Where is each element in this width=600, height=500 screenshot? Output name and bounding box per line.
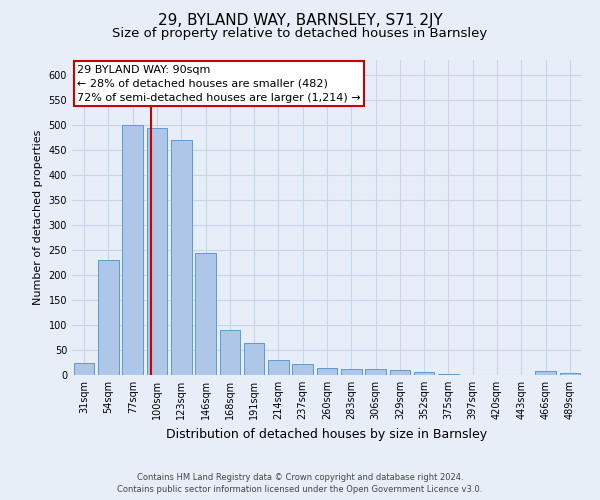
Bar (244, 342, 265, 375)
Text: Contains HM Land Registry data © Crown copyright and database right 2024.
Contai: Contains HM Land Registry data © Crown c… (118, 472, 482, 494)
Bar (220, 330, 240, 375)
X-axis label: Distribution of detached houses by size in Barnsley: Distribution of detached houses by size … (166, 428, 488, 440)
Bar (74, 362, 94, 375)
Bar (463, 374, 483, 375)
Bar (341, 368, 362, 375)
Bar (438, 374, 459, 375)
Bar (98, 260, 119, 375)
Bar (365, 369, 386, 375)
Bar (389, 370, 410, 375)
Bar (292, 364, 313, 375)
Bar (535, 371, 556, 375)
Bar (317, 368, 337, 375)
Text: 29, BYLAND WAY, BARNSLEY, S71 2JY: 29, BYLAND WAY, BARNSLEY, S71 2JY (158, 12, 442, 28)
Bar (560, 372, 580, 375)
Bar (487, 374, 508, 375)
Bar (414, 372, 434, 375)
Bar (511, 374, 532, 375)
Text: Size of property relative to detached houses in Barnsley: Size of property relative to detached ho… (112, 28, 488, 40)
Text: 29 BYLAND WAY: 90sqm
← 28% of detached houses are smaller (482)
72% of semi-deta: 29 BYLAND WAY: 90sqm ← 28% of detached h… (77, 64, 361, 102)
Bar (146, 128, 167, 375)
Bar (195, 252, 216, 375)
Y-axis label: Number of detached properties: Number of detached properties (33, 130, 43, 305)
Bar (268, 360, 289, 375)
Bar (122, 125, 143, 375)
Bar (171, 140, 191, 375)
